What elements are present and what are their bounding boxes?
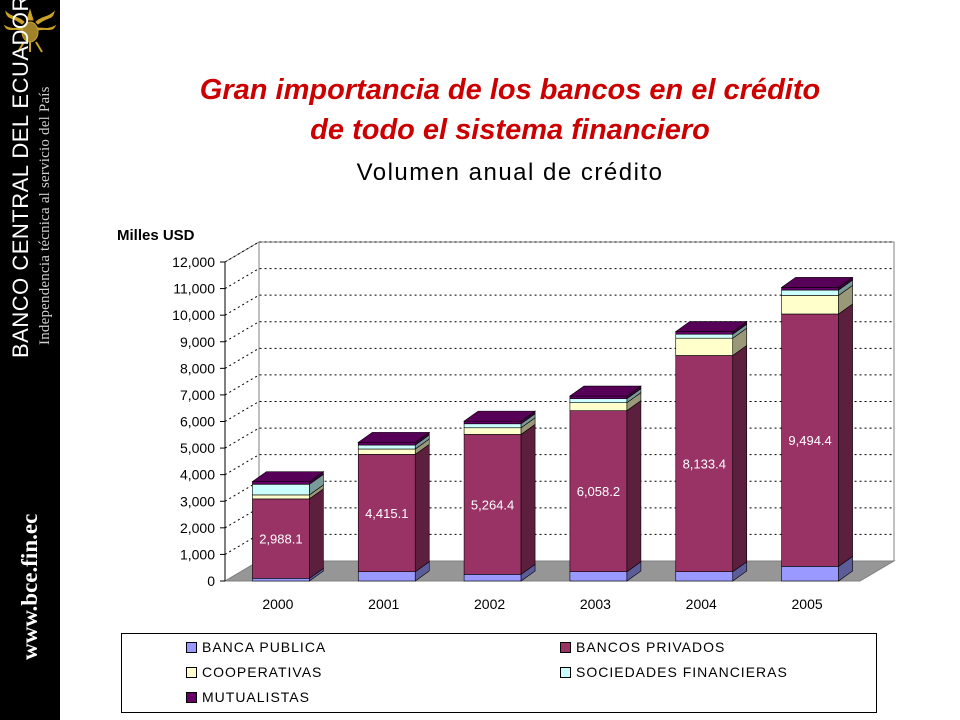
bar-segment-front	[569, 410, 628, 572]
bar-segment-side	[732, 344, 748, 573]
bar-top-face	[463, 410, 537, 422]
bar-segment-front	[463, 574, 522, 582]
data-label: 9,494.4	[788, 433, 831, 448]
bar-segment-front	[252, 498, 310, 579]
bar-segment-front	[463, 427, 522, 435]
bar-segment-front	[357, 444, 416, 450]
x-tick-label: 2000	[262, 596, 293, 612]
legend-label: SOCIEDADES FINANCIERAS	[576, 664, 788, 680]
bar-top-face	[568, 385, 642, 397]
y-tick-label: 5,000	[180, 440, 215, 456]
bar-segment-side	[414, 443, 430, 573]
bar-segment-front	[569, 395, 628, 399]
bar-top-face	[674, 321, 748, 332]
legend-swatch	[560, 666, 571, 678]
legend-swatch	[186, 641, 197, 653]
bar-segment-side	[309, 488, 324, 579]
y-axis-label: Milles USD	[117, 227, 195, 244]
x-tick-label: 2005	[792, 596, 823, 612]
slide-title-line-2: de todo el sistema financiero	[310, 114, 710, 146]
bar-top-face	[357, 432, 431, 443]
sidebar-banner: BANCO CENTRAL DEL ECUADOR Independencia …	[0, 0, 60, 720]
chart-title: Volumen anual de crédito	[356, 159, 664, 186]
legend-item-mutualistas: MUTUALISTAS	[186, 688, 310, 706]
legend-swatch	[560, 641, 571, 653]
bar-segment-front	[675, 337, 734, 356]
y-tick-label: 4,000	[180, 467, 215, 483]
coat-of-arms-icon	[4, 8, 56, 53]
bar-segment-front	[781, 289, 839, 296]
bar-segment-front	[781, 287, 839, 291]
slide-title-line-1: Gran importancia de los bancos en el cré…	[199, 74, 821, 106]
bar-segment-front	[463, 423, 522, 429]
bar-segment-front	[357, 454, 416, 572]
data-label: 2,988.1	[259, 532, 302, 547]
slide-title: Gran importancia de los bancos en el cré…	[60, 70, 960, 150]
bar-segment-side	[838, 303, 853, 567]
bar-segment-front	[781, 566, 839, 582]
legend-label: COOPERATIVAS	[202, 664, 323, 680]
chart-legend: BANCA PUBLICA BANCOS PRIVADOS COOPERATIV…	[121, 633, 877, 713]
data-label: 6,058.2	[577, 484, 620, 499]
y-tick-label: 7,000	[180, 387, 215, 403]
data-label: 5,264.4	[471, 497, 514, 512]
bar-segment-front	[252, 481, 310, 485]
bar-segment-front	[252, 483, 310, 496]
legend-label: BANCOS PRIVADOS	[576, 639, 726, 655]
legend-label: BANCA PUBLICA	[202, 639, 327, 655]
bar-segment-front	[569, 398, 628, 403]
x-tick-label: 2002	[474, 596, 505, 612]
y-tick-label: 12,000	[172, 254, 215, 270]
legend-item-banca-publica: BANCA PUBLICA	[186, 638, 326, 656]
y-tick-label: 10,000	[172, 307, 215, 323]
bar-segment-front	[357, 448, 416, 455]
bar-top-face	[251, 471, 325, 482]
legend-item-bancos-privados: BANCOS PRIVADOS	[560, 638, 725, 656]
y-tick-label: 0	[207, 573, 215, 589]
legend-item-cooperativas: COOPERATIVAS	[186, 663, 322, 681]
bar-segment-side	[520, 423, 536, 575]
bar-segment-front	[252, 578, 310, 582]
bar-segment-front	[252, 494, 310, 500]
legend-item-sociedades-financieras: SOCIEDADES FINANCIERAS	[560, 663, 788, 681]
bar-segment-front	[463, 420, 522, 425]
y-tick-label: 1,000	[180, 546, 215, 562]
bar-top-face	[780, 277, 854, 288]
bar-segment-front	[675, 355, 734, 572]
bar-segment-front	[569, 571, 628, 582]
bar-segment-front	[675, 331, 734, 335]
bar-segment-front	[675, 571, 734, 582]
y-tick-label: 6,000	[180, 414, 215, 430]
y-tick-label: 9,000	[180, 334, 215, 350]
bar-segment-side	[626, 400, 642, 573]
bar-segment-front	[569, 402, 628, 411]
bar-segment-front	[675, 333, 734, 339]
x-tick-label: 2003	[580, 596, 611, 612]
bar-segment-front	[357, 442, 416, 446]
x-tick-label: 2004	[686, 596, 717, 612]
x-tick-label: 2001	[368, 596, 399, 612]
y-tick-label: 2,000	[180, 520, 215, 536]
y-tick-label: 3,000	[180, 493, 215, 509]
bar-segment-front	[357, 571, 416, 582]
bar-segment-front	[781, 295, 839, 315]
data-label: 4,415.1	[365, 506, 408, 521]
legend-swatch	[186, 666, 197, 678]
legend-label: MUTUALISTAS	[202, 689, 310, 705]
legend-swatch	[186, 691, 197, 703]
data-label: 8,133.4	[683, 457, 726, 472]
y-tick-label: 8,000	[180, 360, 215, 376]
bar-segment-front	[463, 434, 522, 575]
y-tick-label: 11,000	[173, 281, 215, 297]
